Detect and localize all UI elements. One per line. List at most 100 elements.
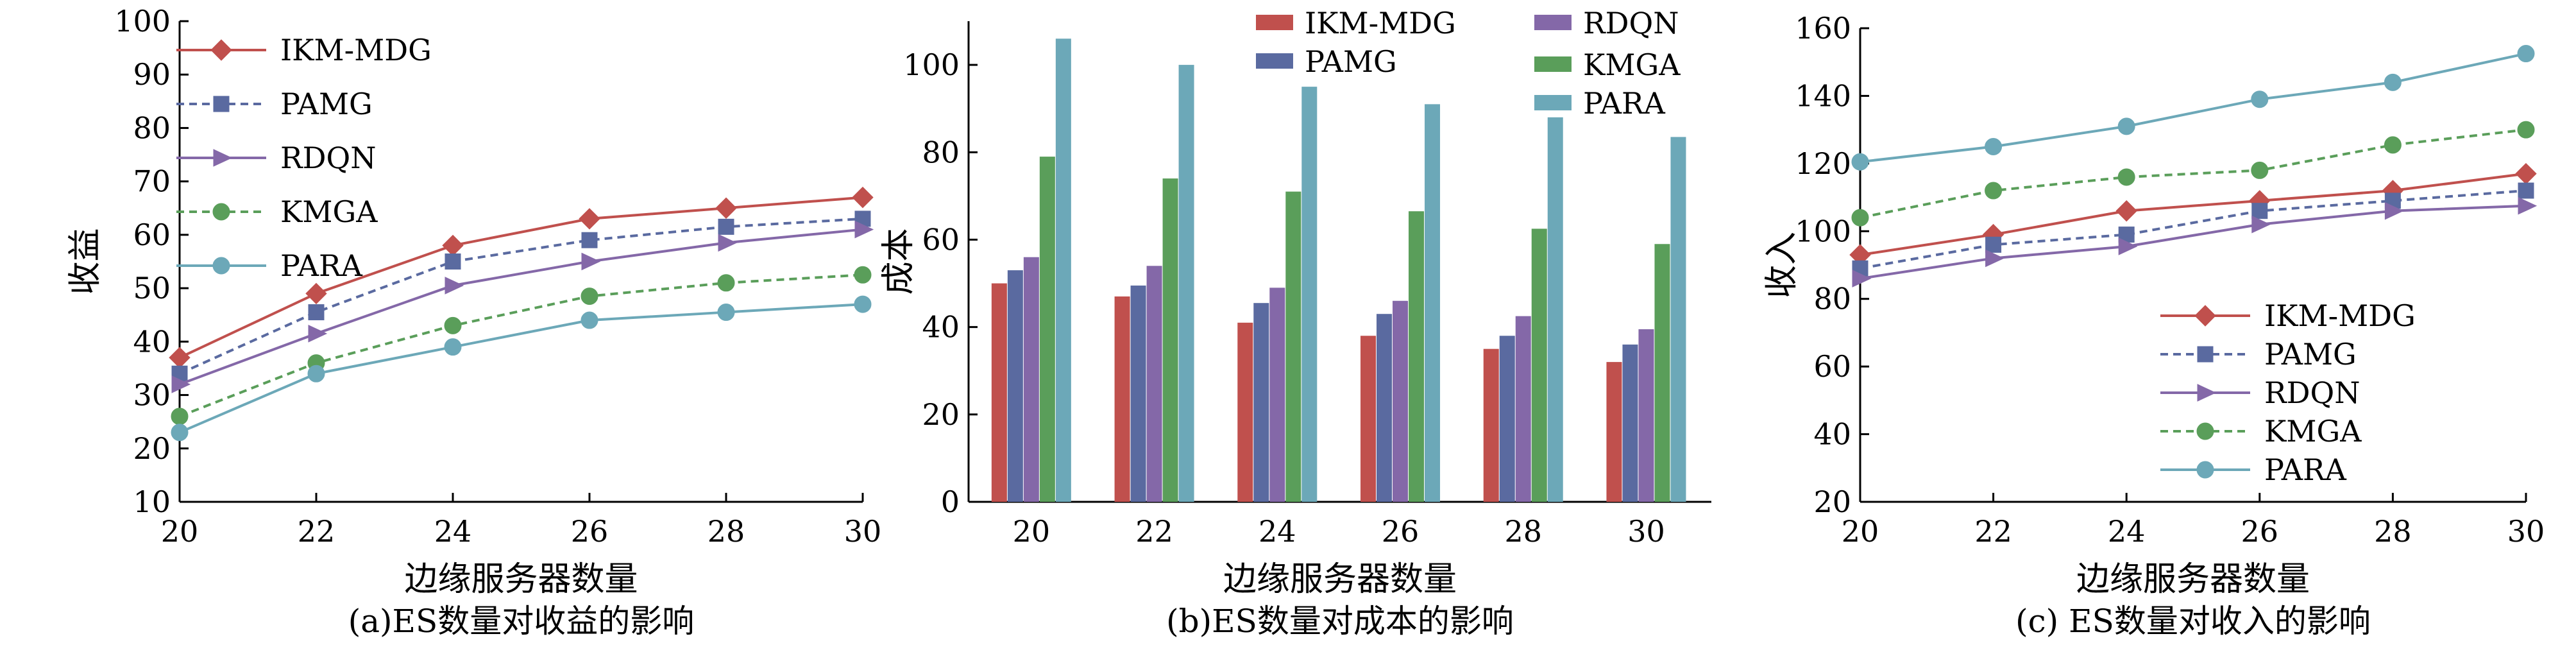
series-line-pamg bbox=[1860, 189, 2527, 270]
legend-marker-pamg bbox=[213, 96, 230, 112]
data-point-rdqn bbox=[308, 325, 328, 343]
series-pamg bbox=[171, 210, 871, 382]
legend-marker-para bbox=[2196, 461, 2214, 479]
data-point-rdqn bbox=[1852, 270, 1872, 287]
series-line-rdqn bbox=[1860, 204, 2527, 280]
y-tick-label: 100 bbox=[903, 47, 960, 82]
bar-kmga bbox=[1039, 157, 1055, 502]
bar-rdqn bbox=[1393, 300, 1409, 502]
data-point-pamg bbox=[308, 304, 325, 321]
bar-rdqn bbox=[1638, 329, 1654, 502]
y-tick-label: 90 bbox=[133, 57, 171, 92]
data-point-para bbox=[2117, 117, 2135, 135]
data-point-rdqn bbox=[1985, 249, 2004, 268]
series-ikm-mdg bbox=[1849, 162, 2537, 266]
legend-swatch-kmga bbox=[1534, 56, 1572, 72]
legend-marker-kmga bbox=[212, 203, 230, 221]
bar-ikm-mdg bbox=[1114, 296, 1130, 502]
y-tick-label: 160 bbox=[1795, 11, 1851, 46]
legend-label-pamg: PAMG bbox=[2264, 337, 2357, 372]
data-point-ikm-mdg bbox=[852, 186, 874, 209]
x-tick-label: 20 bbox=[161, 514, 199, 549]
series-kmga bbox=[171, 266, 872, 425]
y-tick-label: 0 bbox=[941, 485, 960, 519]
series-ikm-mdg bbox=[169, 186, 874, 369]
y-tick-label: 40 bbox=[922, 310, 960, 345]
x-tick-label: 28 bbox=[2374, 514, 2412, 549]
legend-label-kmga: KMGA bbox=[1583, 47, 1681, 82]
series-line-rdqn bbox=[179, 228, 863, 386]
panel-b-cost: 0 20 40 60 80 100 20 22 24 26 28 30 IKM-MDG PAMG RDQN K… bbox=[879, 6, 1711, 640]
bar-kmga bbox=[1409, 211, 1425, 502]
data-point-rdqn bbox=[2251, 215, 2271, 234]
bar-pamg bbox=[1622, 344, 1638, 502]
bar-ikm-mdg bbox=[1483, 348, 1499, 502]
legend-label-para: PARA bbox=[2264, 452, 2347, 487]
y-tick-label: 140 bbox=[1795, 78, 1851, 113]
data-point-rdqn bbox=[2384, 202, 2404, 220]
data-point-kmga bbox=[171, 408, 189, 425]
data-point-kmga bbox=[1985, 182, 2003, 200]
y-tick-label: 20 bbox=[1813, 485, 1851, 519]
y-axis-title: 成本 bbox=[879, 228, 918, 295]
bar-pamg bbox=[1377, 314, 1393, 502]
y-tick-label: 70 bbox=[133, 164, 171, 199]
data-point-rdqn bbox=[445, 277, 464, 295]
series-rdqn bbox=[1852, 196, 2538, 287]
series-line-para bbox=[1860, 52, 2527, 164]
legend-marker-rdqn bbox=[2197, 384, 2217, 402]
data-point-kmga bbox=[1851, 209, 1869, 227]
panel-caption: (c) ES数量对收入的影响 bbox=[2015, 603, 2371, 640]
bar-para bbox=[1547, 117, 1563, 502]
legend-label-para: PARA bbox=[1583, 86, 1666, 121]
data-point-para bbox=[2251, 90, 2269, 108]
data-point-kmga bbox=[2517, 121, 2535, 139]
bar-ikm-mdg bbox=[1606, 362, 1622, 502]
data-point-kmga bbox=[717, 274, 735, 292]
legend-marker-pamg bbox=[2197, 346, 2214, 363]
data-point-para bbox=[2517, 45, 2535, 63]
legend-label-para: PARA bbox=[280, 248, 363, 283]
data-point-rdqn bbox=[171, 375, 191, 393]
series-rdqn bbox=[171, 220, 874, 393]
series-line-para bbox=[179, 303, 863, 434]
data-point-ikm-mdg bbox=[305, 282, 327, 305]
y-tick-label: 30 bbox=[133, 378, 171, 413]
data-point-rdqn bbox=[2518, 196, 2538, 215]
data-point-rdqn bbox=[581, 252, 601, 271]
bar-para bbox=[1425, 104, 1441, 502]
data-point-ikm-mdg bbox=[2115, 200, 2137, 222]
y-tick-label: 60 bbox=[1813, 349, 1851, 384]
x-tick-label: 30 bbox=[2507, 514, 2545, 549]
y-tick-label: 60 bbox=[922, 222, 960, 257]
data-point-rdqn bbox=[718, 234, 738, 252]
y-tick-label: 20 bbox=[133, 431, 171, 466]
y-tick-label: 80 bbox=[922, 135, 960, 169]
x-tick-label: 28 bbox=[1504, 514, 1542, 549]
legend-swatch-ikm-mdg bbox=[1256, 15, 1293, 30]
legend-label-kmga: KMGA bbox=[2264, 414, 2362, 449]
x-axis-title: 边缘服务器数量 bbox=[2076, 560, 2310, 599]
legend-marker-kmga bbox=[2196, 422, 2214, 440]
bar-pamg bbox=[1007, 270, 1023, 502]
data-point-pamg bbox=[2251, 203, 2268, 219]
bar-rdqn bbox=[1146, 266, 1162, 502]
x-tick-label: 22 bbox=[1135, 514, 1173, 549]
legend-label-ikm-mdg: IKM-MDG bbox=[2264, 298, 2416, 333]
data-point-para bbox=[580, 311, 598, 329]
x-tick-label: 24 bbox=[434, 514, 472, 549]
legend-label-rdqn: RDQN bbox=[1583, 6, 1679, 40]
panel-caption: (b)ES数量对成本的影响 bbox=[1166, 603, 1514, 640]
bar-kmga bbox=[1531, 228, 1547, 502]
x-tick-label: 22 bbox=[1974, 514, 2012, 549]
data-point-ikm-mdg bbox=[715, 197, 737, 219]
data-point-ikm-mdg bbox=[169, 347, 191, 369]
data-point-kmga bbox=[580, 287, 598, 305]
legend-label-ikm-mdg: IKM-MDG bbox=[1305, 6, 1456, 40]
legend-label-rdqn: RDQN bbox=[2264, 375, 2360, 410]
x-axis-title: 边缘服务器数量 bbox=[404, 560, 638, 599]
